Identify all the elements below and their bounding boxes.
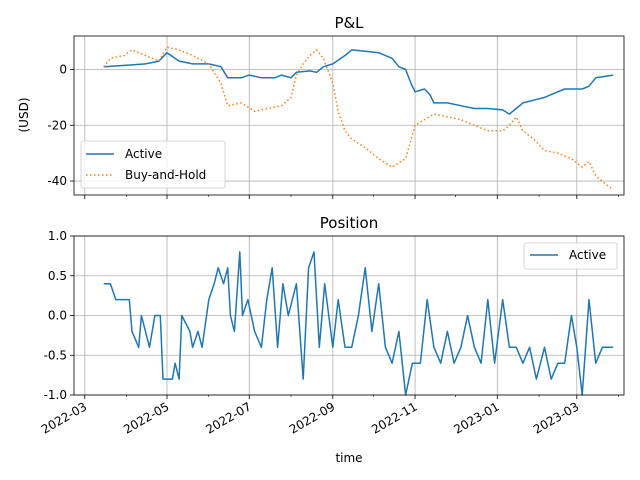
pnl-axes-frame (73, 35, 625, 196)
pnl-legend: Active Buy-and-Hold (80, 140, 226, 189)
pnl-y-ticks: 0 -20 -40 (47, 62, 74, 188)
y-tick-label: 0.0 (48, 309, 67, 323)
x-tick-label: 2022-09 (287, 399, 337, 436)
series-line-active (103, 251, 614, 396)
pnl-legend-box (80, 140, 226, 189)
position-series (103, 251, 614, 396)
y-tick-label: -1.0 (44, 388, 67, 402)
pnl-y-axis-label: (USD) (17, 97, 31, 132)
pnl-panel: P&L 0 -20 -40 (USD) Active Buy-and-Hold (17, 14, 625, 199)
x-tick-label: 2022-05 (121, 399, 171, 436)
x-tick-label: 2022-07 (203, 399, 253, 436)
x-tick-label: 2022-03 (39, 399, 89, 436)
pnl-title: P&L (334, 14, 364, 32)
x-axis-label: time (335, 451, 362, 465)
series-line-buy-and-hold (103, 46, 614, 191)
y-tick-label: -20 (47, 118, 67, 132)
x-tick-label: 2023-03 (531, 399, 581, 436)
position-y-ticks: 1.0 0.5 0.0 -0.5 -1.0 (44, 229, 74, 402)
position-legend: Active (523, 242, 618, 270)
legend-label-active: Active (125, 147, 162, 161)
position-legend-box (523, 242, 618, 270)
position-x-ticks: 2022-03 2022-05 2022-07 2022-09 2022-11 2023-… (39, 395, 619, 437)
y-tick-label: 0 (59, 62, 67, 76)
y-tick-label: -0.5 (44, 348, 67, 362)
series-line-active (103, 49, 614, 115)
x-tick-label: 2022-11 (369, 399, 419, 436)
y-tick-label: -40 (47, 174, 67, 188)
y-tick-label: 0.5 (48, 269, 67, 283)
pnl-series (103, 46, 614, 191)
position-panel: Position 1.00.50.0-0.5-1.0 2022-03 2022-0… (39, 214, 625, 465)
legend-label-buy-and-hold: Buy-and-Hold (125, 168, 206, 182)
position-title: Position (320, 214, 378, 232)
legend-label-position-active: Active (569, 248, 606, 262)
y-tick-label: 1.0 (48, 229, 67, 243)
x-tick-label: 2023-01 (451, 399, 501, 436)
pnl-x-ticks (84, 195, 619, 199)
